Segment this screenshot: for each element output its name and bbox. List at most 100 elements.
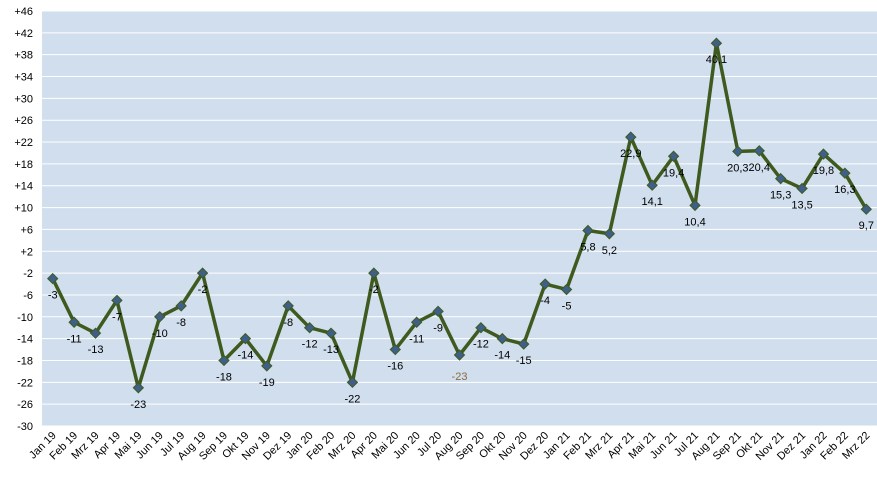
marker <box>560 283 573 296</box>
marker <box>196 267 209 279</box>
marker <box>432 305 444 318</box>
data-label: -23 <box>130 399 146 411</box>
data-label: -5 <box>562 300 572 312</box>
y-tick-label: +30 <box>14 93 33 105</box>
data-label: -2 <box>198 284 208 296</box>
data-label: 13,5 <box>791 199 812 211</box>
marker <box>689 199 701 212</box>
y-tick-label: -26 <box>17 399 33 411</box>
y-tick-label: -30 <box>17 421 33 433</box>
y-tick-label: -22 <box>17 377 33 389</box>
marker <box>368 267 380 279</box>
plot-area <box>42 11 877 426</box>
marker <box>496 332 509 345</box>
marker <box>582 224 594 237</box>
y-tick-label: +14 <box>14 181 33 193</box>
data-label: -7 <box>112 311 122 323</box>
marker <box>817 148 830 160</box>
data-label: -8 <box>176 317 186 329</box>
data-label: -14 <box>494 350 510 362</box>
marker <box>518 338 530 350</box>
marker <box>625 131 637 143</box>
data-label: -12 <box>302 339 318 351</box>
y-tick-label: +2 <box>20 246 33 258</box>
y-tick-label: -14 <box>17 334 33 346</box>
data-label: -22 <box>344 393 360 405</box>
marker <box>453 349 466 361</box>
marker <box>346 376 359 389</box>
marker <box>175 300 187 312</box>
data-label: 40,1 <box>706 54 727 66</box>
data-label: 5,2 <box>602 245 617 257</box>
marker <box>539 278 551 290</box>
data-label: 16,3 <box>834 184 855 196</box>
marker <box>325 327 337 339</box>
annotation: -23 <box>452 371 468 383</box>
data-label: -8 <box>283 317 293 329</box>
marker <box>111 294 123 307</box>
data-label: -2 <box>369 284 379 296</box>
y-tick-label: +46 <box>14 6 33 18</box>
data-label: 22,9 <box>620 148 641 160</box>
data-label: -12 <box>473 339 489 351</box>
marker <box>839 167 851 179</box>
marker <box>303 322 316 334</box>
data-label: -15 <box>516 355 532 367</box>
data-label: 15,3 <box>770 190 791 202</box>
y-tick-label: +26 <box>14 115 33 127</box>
y-tick-label: +18 <box>14 159 33 171</box>
data-label: -13 <box>88 344 104 356</box>
y-tick-label: +34 <box>14 72 33 84</box>
marker <box>860 203 873 215</box>
marker <box>218 354 230 367</box>
marker <box>282 300 294 312</box>
data-label: 19,8 <box>813 165 834 177</box>
data-label: -14 <box>237 350 253 362</box>
data-label: -4 <box>540 295 550 307</box>
y-tick-label: +38 <box>14 50 33 62</box>
data-label: -16 <box>387 361 403 373</box>
data-label: 20,3 <box>727 162 748 174</box>
data-label: -9 <box>433 322 443 334</box>
marker <box>46 272 59 285</box>
marker <box>753 145 765 157</box>
marker <box>710 37 723 49</box>
marker <box>732 145 744 158</box>
y-tick-label: -2 <box>23 268 33 280</box>
data-label: 20,4 <box>749 162 770 174</box>
data-label: -19 <box>259 377 275 389</box>
data-label: -13 <box>323 344 339 356</box>
y-tick-label: -10 <box>17 312 33 324</box>
y-tick-label: -18 <box>17 355 33 367</box>
marker <box>389 343 401 356</box>
marker <box>239 332 252 345</box>
y-tick-label: +6 <box>20 224 33 236</box>
marker <box>796 182 808 195</box>
marker <box>475 322 487 334</box>
data-label: 19,4 <box>663 167 684 179</box>
y-tick-label: -6 <box>23 290 33 302</box>
y-tick-label: +10 <box>14 203 33 215</box>
data-label: -3 <box>48 290 58 302</box>
data-label: 9,7 <box>859 220 874 232</box>
marker <box>774 172 787 185</box>
data-label: -10 <box>152 328 168 340</box>
data-label: 14,1 <box>641 196 662 208</box>
y-tick-label: +42 <box>14 28 33 40</box>
marker <box>132 382 145 394</box>
marker <box>603 228 616 240</box>
marker <box>410 316 423 328</box>
data-label: 5,8 <box>580 242 595 254</box>
data-label: -18 <box>216 371 232 383</box>
marker <box>261 360 273 372</box>
marker <box>667 150 680 162</box>
marker <box>89 327 102 339</box>
marker <box>68 316 80 328</box>
data-label: 10,4 <box>684 216 705 228</box>
data-label: -11 <box>67 333 82 345</box>
marker <box>154 311 166 323</box>
marker <box>646 179 658 191</box>
y-tick-label: +22 <box>14 137 33 149</box>
